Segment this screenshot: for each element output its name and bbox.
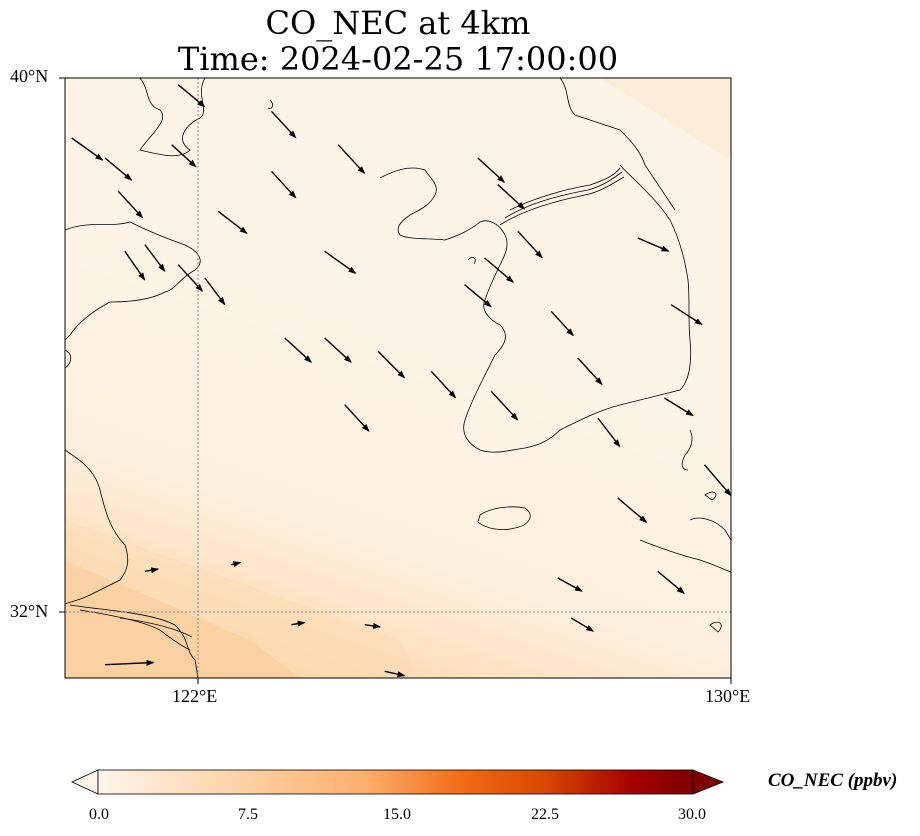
wind-vector-17	[344, 404, 370, 432]
wind-vector-3	[124, 250, 146, 281]
wind-vectors	[71, 84, 731, 678]
wind-vector-12	[337, 144, 366, 175]
colorbar	[71, 769, 725, 795]
colorbar-tick-4: 30.0	[678, 806, 706, 823]
gridlines	[65, 78, 731, 678]
wind-vector-22	[517, 230, 543, 259]
coastlines	[65, 78, 731, 678]
map-title-line2: Time: 2024-02-25 17:00:00	[177, 40, 619, 78]
wind-vector-6	[171, 144, 197, 168]
lon-label-122e: 122°E	[172, 686, 218, 706]
map-frame	[64, 77, 732, 679]
wind-vector-36	[144, 567, 160, 574]
wind-vector-4	[144, 244, 166, 272]
wind-vector-21	[484, 257, 514, 283]
map-title-line1: CO_NEC at 4km	[265, 4, 531, 42]
wind-vector-10	[270, 110, 297, 139]
colorbar-gradient	[97, 769, 694, 795]
wind-vector-1	[104, 157, 133, 181]
lon-label-130e: 130°E	[705, 686, 751, 706]
wind-vector-24	[550, 310, 574, 337]
wind-vector-7	[177, 264, 204, 292]
wind-vector-25	[490, 390, 519, 421]
wind-vector-39	[291, 620, 306, 627]
colorbar-min-extend	[71, 769, 99, 795]
wind-vector-31	[670, 304, 703, 326]
wind-vector-35	[570, 617, 595, 632]
wind-vector-29	[703, 464, 731, 497]
colorbar-tick-1: 7.5	[238, 806, 258, 823]
wind-vector-11	[270, 170, 297, 199]
wind-vector-27	[597, 417, 621, 448]
colorbar-max-extend	[692, 769, 725, 795]
wind-vector-30	[637, 237, 670, 252]
lat-label-32n: 32°N	[10, 601, 49, 621]
lat-label-40n: 40°N	[10, 66, 49, 86]
wind-vector-28	[617, 497, 648, 523]
wind-vector-34	[557, 577, 583, 592]
wind-vector-5	[177, 84, 206, 108]
wind-vector-19	[477, 157, 506, 183]
wind-vector-14	[284, 337, 312, 363]
wind-vector-13	[324, 250, 357, 274]
wind-vector-38	[231, 561, 242, 568]
wind-vector-33	[657, 570, 685, 594]
colorbar-label: CO_NEC (ppbv)	[768, 770, 898, 791]
wind-vector-9	[204, 277, 226, 306]
wind-vector-37	[104, 659, 155, 666]
colorbar-tick-0: 0.0	[89, 806, 109, 823]
wind-vector-20	[497, 184, 526, 210]
wind-vector-41	[384, 670, 406, 678]
wind-vector-32	[664, 397, 694, 417]
colorbar-tick-2: 15.0	[383, 806, 411, 823]
wind-vector-16	[377, 350, 406, 379]
colorbar-tick-3: 22.5	[531, 806, 559, 823]
wind-vector-0	[71, 137, 104, 161]
wind-vector-23	[464, 284, 492, 308]
wind-vector-26	[577, 357, 603, 386]
wind-vector-15	[324, 337, 352, 363]
wind-vector-18	[430, 370, 457, 399]
concentration-field	[65, 78, 731, 678]
wind-vector-2	[117, 190, 144, 219]
wind-vector-8	[217, 210, 248, 234]
wind-vector-40	[364, 622, 382, 629]
